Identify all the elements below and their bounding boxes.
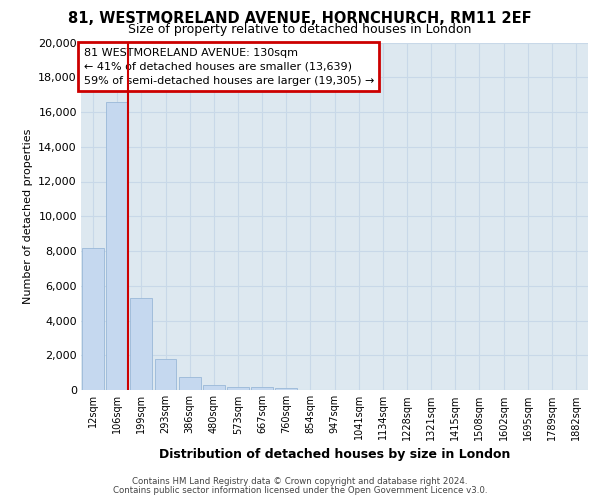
Bar — [251, 388, 273, 390]
X-axis label: Distribution of detached houses by size in London: Distribution of detached houses by size … — [159, 448, 510, 461]
Bar — [275, 388, 297, 390]
Text: 81, WESTMORELAND AVENUE, HORNCHURCH, RM11 2EF: 81, WESTMORELAND AVENUE, HORNCHURCH, RM1… — [68, 11, 532, 26]
Bar — [82, 248, 104, 390]
Text: Contains public sector information licensed under the Open Government Licence v3: Contains public sector information licen… — [113, 486, 487, 495]
Bar — [106, 102, 128, 390]
Text: 81 WESTMORELAND AVENUE: 130sqm
← 41% of detached houses are smaller (13,639)
59%: 81 WESTMORELAND AVENUE: 130sqm ← 41% of … — [83, 48, 374, 86]
Bar — [227, 386, 249, 390]
Bar — [130, 298, 152, 390]
Bar — [203, 385, 224, 390]
Bar — [179, 377, 200, 390]
Text: Contains HM Land Registry data © Crown copyright and database right 2024.: Contains HM Land Registry data © Crown c… — [132, 477, 468, 486]
Y-axis label: Number of detached properties: Number of detached properties — [23, 128, 32, 304]
Bar — [155, 358, 176, 390]
Text: Size of property relative to detached houses in London: Size of property relative to detached ho… — [128, 22, 472, 36]
